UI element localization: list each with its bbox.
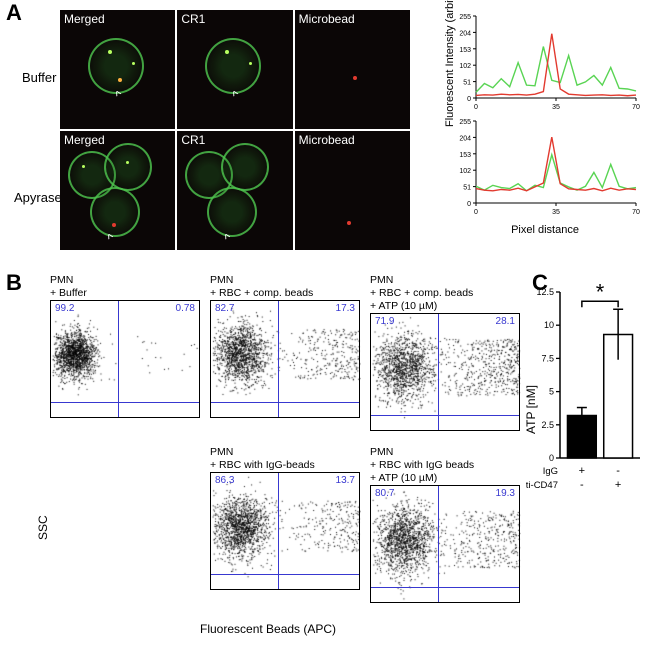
facs-ul: 82.7: [215, 303, 234, 314]
svg-text:0: 0: [467, 201, 471, 208]
svg-text:0: 0: [474, 209, 478, 216]
micro-apyrase-cr1: CR1 ^: [177, 131, 292, 250]
panel-a: A Buffer Apyrase Merged ^ CR1 ^ Microbea…: [0, 0, 650, 260]
row-label-apyrase: Apyrase: [14, 190, 62, 205]
facs-ur: 17.3: [336, 303, 355, 314]
facs-title-line: + ATP (10 µM): [370, 300, 520, 312]
micro-apyrase-merged: Merged ^: [60, 131, 175, 250]
svg-text:5: 5: [549, 387, 554, 397]
panel-b-letter: B: [6, 270, 22, 296]
micro-buffer-cr1: CR1 ^: [177, 10, 292, 129]
svg-text:255: 255: [459, 119, 471, 126]
svg-text:+: +: [615, 479, 621, 491]
intensity-x-label: Pixel distance: [450, 224, 640, 236]
facs-ur: 19.3: [496, 488, 515, 499]
facs-plot: PMN+ RBC with IgG-beads 86.3 13.7: [210, 446, 360, 596]
panel-b: B SSC Fluorescent Beads (APC) PMN+ Buffe…: [0, 270, 530, 640]
panel-c: C ATP [nM] 02.557.51012.5*IgGanti-CD47+-…: [526, 274, 646, 504]
facs-title-line: PMN: [210, 446, 360, 458]
facs-title-line: PMN: [370, 446, 520, 458]
panel-c-letter: C: [532, 270, 548, 296]
facs-title-line: PMN: [50, 274, 200, 286]
svg-text:0: 0: [474, 104, 478, 111]
ssc-axis-label: SSC: [36, 515, 50, 540]
micro-buffer-bead: Microbead: [295, 10, 410, 129]
facs-box: 80.7 19.3: [370, 485, 520, 603]
micrograph-grid: Merged ^ CR1 ^ Microbead Merged: [60, 10, 410, 250]
svg-text:204: 204: [459, 135, 471, 142]
svg-text:153: 153: [459, 47, 471, 54]
intensity-y-label: Fluorescent Intensity (arbitrary units): [444, 0, 456, 127]
svg-text:anti-CD47: anti-CD47: [526, 480, 558, 491]
svg-text:102: 102: [459, 63, 471, 70]
svg-text:35: 35: [552, 104, 560, 111]
svg-text:204: 204: [459, 30, 471, 37]
facs-ul: 99.2: [55, 303, 74, 314]
svg-text:*: *: [596, 279, 605, 304]
col-label-cr1: CR1: [181, 12, 205, 26]
facs-ul: 80.7: [375, 488, 394, 499]
facs-ur: 13.7: [336, 475, 355, 486]
facs-ul: 71.9: [375, 316, 394, 327]
panel-a-letter: A: [6, 0, 22, 26]
micro-apyrase-bead: Microbead: [295, 131, 410, 250]
svg-text:0: 0: [549, 453, 554, 463]
intensity-plot-buffer: 0 51 102 153 204 255 0 35 70: [450, 12, 640, 112]
svg-text:-: -: [580, 479, 584, 491]
intensity-plot-apyrase: 0 51 102 153 204 255 0 35 70: [450, 117, 640, 217]
facs-plot: PMN+ RBC with IgG beads+ ATP (10 µM) 80.…: [370, 446, 520, 596]
facs-title-line: PMN: [370, 274, 520, 286]
facs-ur: 0.78: [176, 303, 195, 314]
facs-title-line: + RBC + comp. beads: [210, 287, 360, 299]
atp-y-label: ATP [nM]: [524, 385, 538, 434]
facs-box: 86.3 13.7: [210, 472, 360, 590]
svg-text:51: 51: [463, 185, 471, 192]
svg-text:-: -: [616, 465, 620, 477]
svg-text:10: 10: [544, 320, 554, 330]
intensity-plots: Fluorescent Intensity (arbitrary units) …: [450, 12, 640, 232]
row-label-buffer: Buffer: [22, 70, 56, 85]
facs-title-line: + RBC + comp. beads: [370, 287, 520, 299]
facs-grid: PMN+ Buffer 99.2 0.78 PMN+ RBC + comp. b…: [50, 274, 520, 614]
micro-buffer-merged: Merged ^: [60, 10, 175, 129]
facs-box: 82.7 17.3: [210, 300, 360, 418]
col-label-merged: Merged: [64, 12, 105, 26]
svg-text:70: 70: [632, 209, 640, 216]
facs-box: 99.2 0.78: [50, 300, 200, 418]
svg-text:255: 255: [459, 14, 471, 21]
facs-title-line: + ATP (10 µM): [370, 472, 520, 484]
facs-title-line: + RBC with IgG-beads: [210, 459, 360, 471]
col-label-bead: Microbead: [299, 12, 355, 26]
svg-text:70: 70: [632, 104, 640, 111]
svg-text:IgG: IgG: [543, 466, 558, 477]
svg-text:35: 35: [552, 209, 560, 216]
facs-title-line: + Buffer: [50, 287, 200, 299]
svg-text:7.5: 7.5: [541, 353, 554, 363]
col-label-cr1-2: CR1: [181, 133, 205, 147]
facs-box: 71.9 28.1: [370, 313, 520, 431]
svg-text:102: 102: [459, 168, 471, 175]
apc-axis-label: Fluorescent Beads (APC): [200, 622, 336, 636]
col-label-bead-2: Microbead: [299, 133, 355, 147]
svg-text:0: 0: [467, 96, 471, 103]
facs-title-line: + RBC with IgG beads: [370, 459, 520, 471]
facs-ul: 86.3: [215, 475, 234, 486]
svg-text:2.5: 2.5: [541, 420, 554, 430]
facs-plot: PMN+ Buffer 99.2 0.78: [50, 274, 200, 424]
svg-text:153: 153: [459, 152, 471, 159]
facs-plot: PMN+ RBC + comp. beads+ ATP (10 µM) 71.9…: [370, 274, 520, 424]
facs-ur: 28.1: [496, 316, 515, 327]
atp-bar-chart: 02.557.51012.5*IgGanti-CD47+--+: [526, 274, 646, 504]
svg-text:+: +: [579, 465, 585, 477]
svg-text:51: 51: [463, 80, 471, 87]
facs-plot: PMN+ RBC + comp. beads 82.7 17.3: [210, 274, 360, 424]
col-label-merged-2: Merged: [64, 133, 105, 147]
facs-title-line: PMN: [210, 274, 360, 286]
